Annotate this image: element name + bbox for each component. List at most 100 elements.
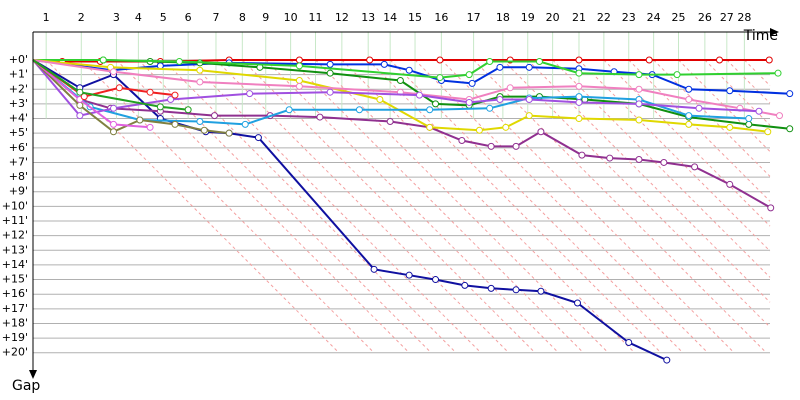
y-tick-label: +16' <box>2 287 28 300</box>
point <box>326 69 334 77</box>
point <box>465 71 473 79</box>
point <box>487 142 495 150</box>
point <box>496 96 504 104</box>
point <box>635 100 643 108</box>
x-tick-label: 6 <box>185 11 192 24</box>
point <box>211 112 219 120</box>
y-tick-label: +3' <box>9 97 28 110</box>
y-tick-label: +20' <box>2 346 28 359</box>
point <box>225 129 233 137</box>
point <box>110 120 118 128</box>
point <box>726 180 734 188</box>
point <box>458 137 466 145</box>
y-tick-label: +15' <box>2 273 28 286</box>
x-tick-label: 11 <box>309 11 323 24</box>
point <box>685 112 693 120</box>
x-tick-label: 16 <box>434 11 448 24</box>
point <box>115 84 123 92</box>
point <box>254 134 262 142</box>
point <box>295 82 303 90</box>
point <box>486 57 494 65</box>
point <box>146 88 154 96</box>
point <box>535 57 543 65</box>
point <box>764 128 772 136</box>
series-line <box>32 59 760 117</box>
series-line <box>32 59 189 111</box>
series-line <box>33 59 779 79</box>
point <box>355 106 363 114</box>
point <box>645 56 653 64</box>
x-tick-label: 3 <box>113 11 120 24</box>
point <box>110 68 118 76</box>
point <box>486 104 494 112</box>
x-tick-label: 28 <box>737 11 751 24</box>
point <box>512 286 520 294</box>
point <box>663 356 671 364</box>
point <box>246 90 254 98</box>
point <box>635 71 643 79</box>
point <box>461 281 469 289</box>
point <box>405 271 413 279</box>
point <box>76 88 84 96</box>
lap-line <box>552 59 771 278</box>
y-tick-label: +8' <box>9 170 28 183</box>
y-tick-label: +19' <box>2 331 28 344</box>
point <box>512 142 520 150</box>
point <box>685 85 693 93</box>
point <box>685 120 693 128</box>
y-axis-title: Gap <box>12 378 40 394</box>
y-tick-label: +1' <box>9 68 28 81</box>
point <box>326 88 334 96</box>
y-tick-label: +7' <box>9 155 28 168</box>
x-tick-label: 27 <box>720 11 734 24</box>
y-tick-label: +4' <box>9 112 28 125</box>
point <box>171 120 179 128</box>
point <box>625 339 633 347</box>
point <box>525 112 533 120</box>
y-tick-label: +0' <box>9 53 28 66</box>
point <box>136 116 144 124</box>
y-tick-label: +10' <box>2 199 28 212</box>
point <box>285 106 293 114</box>
x-axis-title: Time <box>743 28 778 44</box>
point <box>574 299 582 307</box>
x-tick-label: 25 <box>672 11 686 24</box>
y-tick-label: +17' <box>2 302 28 315</box>
point <box>326 60 334 68</box>
point <box>468 79 476 87</box>
point <box>726 87 734 95</box>
y-tick-label: +9' <box>9 185 28 198</box>
point <box>685 96 693 104</box>
y-tick-label: +6' <box>9 141 28 154</box>
point <box>110 128 118 136</box>
point <box>525 63 533 71</box>
y-tick-label: +11' <box>2 214 28 227</box>
point <box>380 60 388 68</box>
series-lines <box>32 56 794 364</box>
point <box>695 104 703 112</box>
x-tick-label: 12 <box>335 11 349 24</box>
point <box>502 123 510 131</box>
point <box>436 56 444 64</box>
point <box>606 154 614 162</box>
x-tick-label: 7 <box>212 11 219 24</box>
point <box>241 120 249 128</box>
point <box>436 74 444 82</box>
point <box>786 90 794 98</box>
point <box>184 106 192 114</box>
point <box>575 56 583 64</box>
x-tick-label: 23 <box>622 11 636 24</box>
point <box>386 117 394 125</box>
x-tick-label: 21 <box>572 11 586 24</box>
series-line <box>32 59 772 209</box>
series-line <box>32 59 780 117</box>
point <box>465 98 473 106</box>
point <box>415 91 423 99</box>
x-tick-label: 4 <box>135 11 142 24</box>
x-tick-label: 5 <box>160 11 167 24</box>
y-tick-label: +2' <box>9 82 28 95</box>
y-tick-label: +12' <box>2 229 28 242</box>
point <box>635 85 643 93</box>
point <box>525 96 533 104</box>
